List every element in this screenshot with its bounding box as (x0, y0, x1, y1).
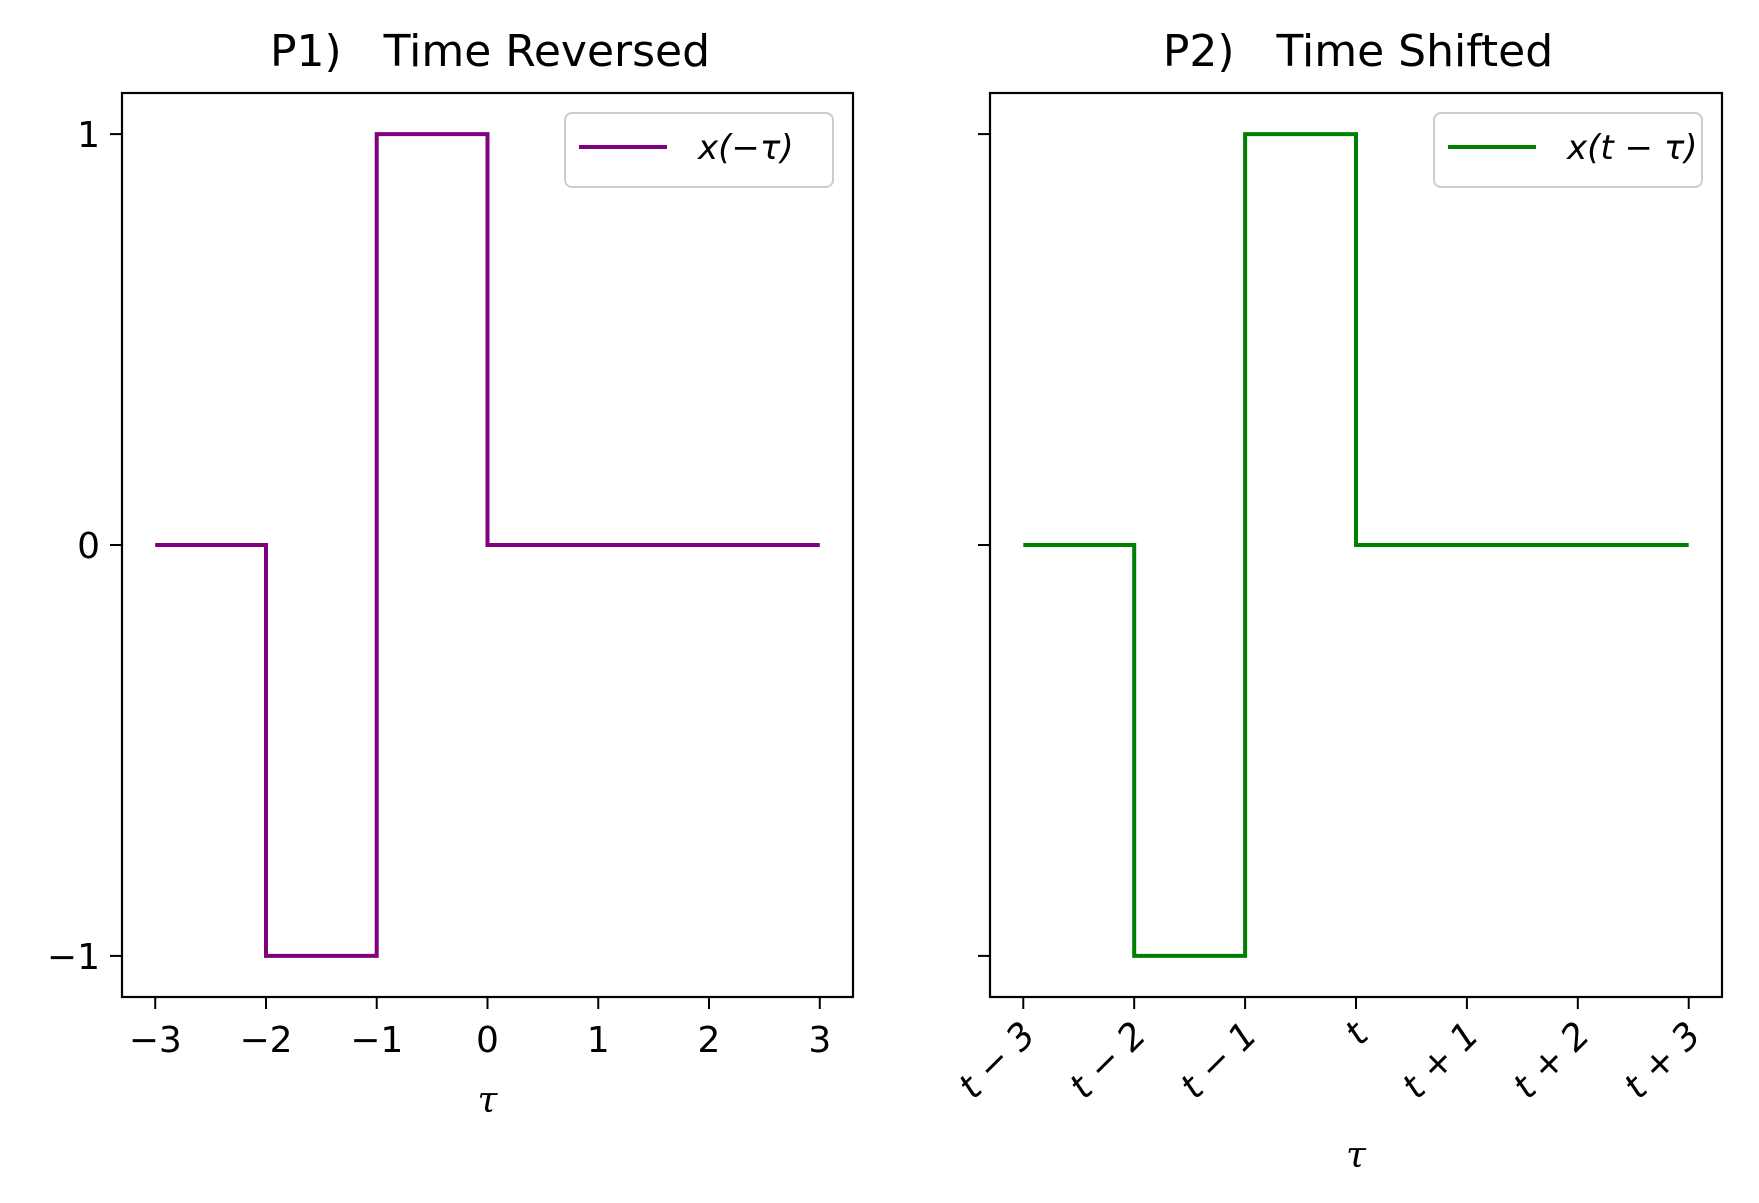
x-tick-label: 1 (587, 1020, 610, 1061)
x-tick-label: −2 (239, 1020, 292, 1061)
panel-time-reversed: P1) Time Reversed −3 −2 −1 0 1 2 3 −1 0 1 τ x(−τ) (47, 26, 855, 1121)
x-tick-label: t − 3 (951, 1014, 1044, 1107)
legend-label: x(t − τ) (1566, 128, 1698, 168)
x-tick-label: t (1337, 1013, 1377, 1053)
plot-area: −3 −2 −1 0 1 2 3 −1 0 1 (47, 115, 831, 1061)
x-tick-label: t − 1 (1173, 1014, 1266, 1107)
x-axis-label: τ (1346, 1135, 1367, 1176)
x-tick-label: 3 (808, 1020, 831, 1061)
x-axis-label: τ (478, 1080, 499, 1121)
series-line-0 (155, 132, 820, 958)
axes-frame (120, 91, 855, 999)
y-tick-label: 0 (77, 526, 100, 567)
x-tick-label: t + 3 (1616, 1014, 1709, 1107)
legend-label: x(−τ) (697, 128, 794, 168)
x-tick-label: −1 (350, 1020, 403, 1061)
axes-frame (988, 91, 1724, 999)
x-tick-label: 0 (476, 1020, 499, 1061)
legend-box (1433, 112, 1703, 188)
legend: x(−τ) (564, 112, 834, 188)
y-tick-label: −1 (47, 937, 100, 978)
series-line-0 (1023, 132, 1689, 958)
x-tick-label: 2 (698, 1020, 721, 1061)
x-tick-label: −3 (129, 1020, 182, 1061)
panel-title: P1) Time Reversed (270, 26, 710, 77)
panel-title: P2) Time Shifted (1163, 26, 1553, 77)
legend: x(t − τ) (1433, 112, 1703, 188)
x-tick-label: t + 2 (1505, 1014, 1598, 1107)
y-tick-label: 1 (77, 115, 100, 156)
x-tick-label: t − 2 (1062, 1014, 1155, 1107)
legend-box (564, 112, 834, 188)
x-tick-label: t + 1 (1395, 1014, 1488, 1107)
